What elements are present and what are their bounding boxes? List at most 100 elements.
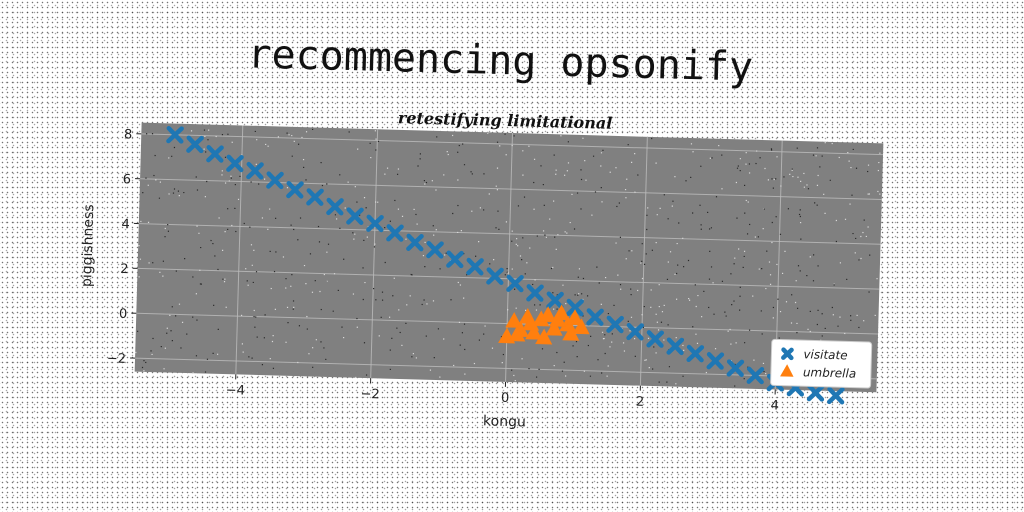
noise-dot [567, 141, 569, 143]
noise-dot [320, 161, 322, 164]
noise-dot [515, 307, 517, 309]
noise-dot [446, 150, 448, 153]
noise-dot [817, 309, 819, 311]
noise-dot [221, 134, 224, 136]
noise-dot [227, 228, 229, 231]
noise-dot [780, 185, 782, 187]
noise-dot [272, 335, 274, 337]
data-point-visitate [386, 224, 404, 242]
noise-dot [517, 205, 520, 207]
noise-dot [235, 230, 237, 233]
noise-dot [175, 270, 177, 272]
noise-dot [342, 336, 345, 339]
noise-dot [867, 193, 869, 195]
noise-dot [299, 217, 302, 219]
noise-dot [578, 293, 580, 295]
noise-dot [275, 251, 277, 253]
noise-dot [491, 347, 494, 349]
noise-dot [816, 184, 819, 186]
noise-dot [763, 208, 765, 210]
noise-dot [648, 367, 650, 369]
noise-dot [624, 188, 627, 191]
data-point-visitate [746, 366, 765, 385]
noise-dot [763, 370, 765, 373]
noise-dot [274, 308, 276, 310]
noise-dot [640, 262, 642, 264]
noise-dot [682, 237, 684, 239]
noise-dot [286, 132, 288, 134]
legend-label: visitate [803, 347, 848, 362]
noise-dot [159, 181, 161, 183]
noise-dot [380, 316, 382, 318]
noise-dot [854, 252, 856, 254]
noise-dot [858, 326, 860, 329]
noise-dot [186, 333, 188, 335]
noise-dot [504, 133, 506, 135]
noise-dot [690, 176, 692, 179]
noise-dot [785, 301, 788, 303]
noise-dot [784, 250, 786, 252]
noise-dot [364, 281, 366, 284]
noise-dot [384, 226, 386, 229]
noise-dot [231, 224, 233, 227]
noise-dot [554, 236, 556, 238]
noise-dot [631, 250, 633, 252]
noise-dot [877, 190, 879, 193]
noise-dot [596, 266, 598, 268]
noise-dot [168, 157, 170, 159]
noise-dot [658, 305, 660, 308]
noise-dot [416, 223, 418, 225]
noise-dot [742, 266, 744, 269]
noise-dot [824, 212, 826, 214]
noise-dot [850, 319, 852, 321]
noise-dot [862, 231, 864, 234]
noise-dot [685, 180, 687, 182]
noise-dot [552, 200, 555, 202]
noise-dot [463, 297, 465, 299]
noise-dot [710, 227, 713, 229]
noise-dot [496, 167, 499, 169]
noise-dot [602, 149, 604, 151]
noise-dot [192, 276, 194, 278]
noise-dot [575, 340, 578, 343]
noise-dot [567, 162, 570, 164]
noise-dot [271, 340, 274, 343]
noise-dot [146, 133, 148, 135]
noise-dot [590, 335, 592, 337]
noise-dot [625, 197, 627, 199]
noise-dot [411, 356, 413, 358]
noise-dot [172, 192, 175, 194]
noise-dot [560, 135, 562, 137]
noise-dot [292, 300, 295, 302]
data-point-visitate [626, 322, 644, 341]
noise-dot [290, 224, 292, 226]
noise-dot [502, 353, 505, 356]
noise-dot [171, 339, 173, 342]
series-umbrella [498, 304, 590, 345]
noise-dot [528, 145, 530, 147]
noise-dot [205, 151, 207, 153]
noise-dot [743, 255, 745, 258]
noise-dot [375, 138, 377, 140]
noise-dot [192, 316, 194, 318]
noise-dot [580, 178, 583, 181]
data-point-visitate [206, 145, 224, 163]
noise-dot [739, 295, 741, 297]
noise-dot [762, 362, 765, 365]
noise-dot [212, 242, 214, 245]
noise-dot [253, 309, 255, 312]
noise-dot [653, 346, 655, 348]
noise-dot [265, 143, 267, 146]
noise-dot [200, 246, 202, 249]
noise-dot [682, 344, 684, 347]
noise-dot [580, 208, 582, 210]
noise-dot [457, 231, 459, 234]
noise-dot [147, 221, 150, 224]
noise-dot [255, 316, 257, 318]
noise-dot [797, 265, 800, 267]
data-point-visitate [706, 352, 725, 370]
noise-dot [879, 152, 881, 154]
noise-dot [817, 174, 819, 177]
noise-dot [574, 294, 576, 296]
noise-dot [288, 134, 290, 136]
